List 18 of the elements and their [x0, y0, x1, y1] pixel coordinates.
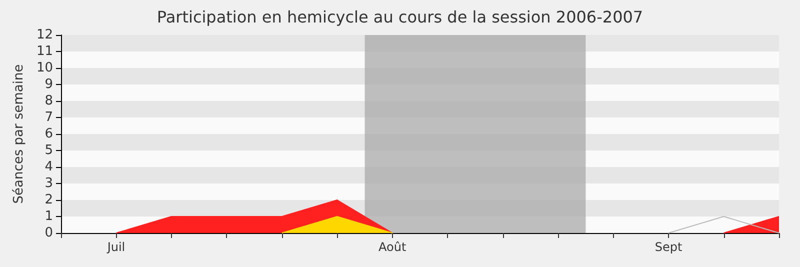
x-tick-label: Août — [378, 240, 406, 254]
y-tick-label: 6 — [44, 126, 53, 142]
y-tick-label: 3 — [44, 176, 53, 191]
y-tick-label: 5 — [44, 143, 53, 158]
y-tick-label: 0 — [44, 226, 53, 240]
y-tick-label: 4 — [44, 160, 53, 174]
y-tick-label: 9 — [44, 77, 53, 92]
y-tick-label: 8 — [44, 94, 53, 108]
x-tick-label: Juil — [106, 240, 126, 254]
y-tick-label: 10 — [36, 60, 53, 76]
y-tick-label: 1 — [44, 209, 53, 224]
y-axis-title: Séances par semaine — [12, 64, 27, 204]
y-tick-label: 7 — [44, 110, 53, 125]
chart-title: Participation en hemicycle au cours de la session 2006-2007 — [156, 8, 644, 26]
y-tick-label: 11 — [36, 44, 53, 59]
y-tick-label: 2 — [44, 192, 53, 208]
y-tick-label: 12 — [36, 28, 53, 42]
x-tick-label: Sept — [654, 240, 682, 254]
